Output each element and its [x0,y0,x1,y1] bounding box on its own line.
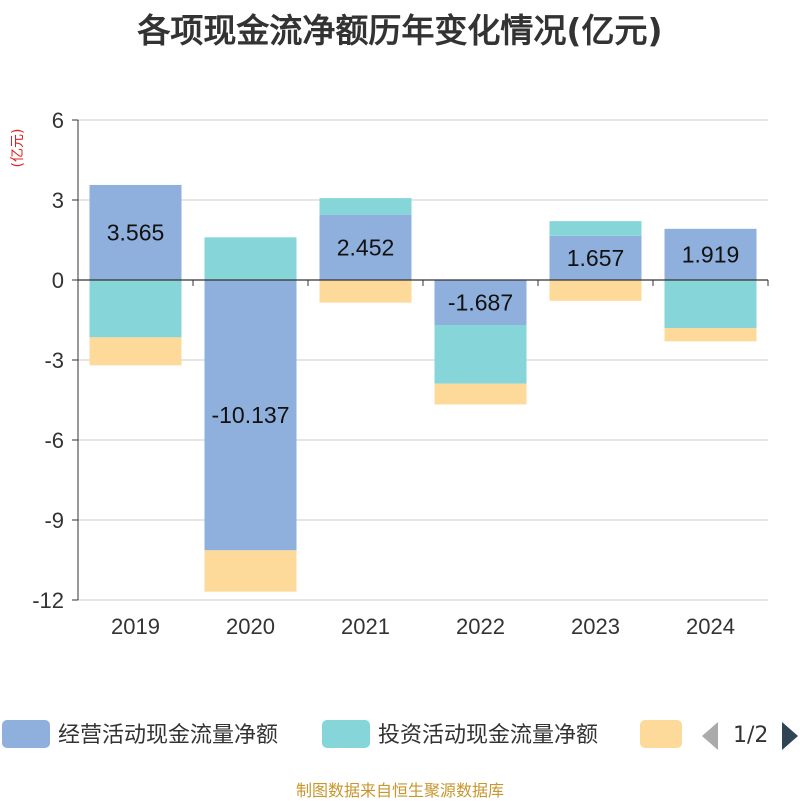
bar-value-label: -10.137 [211,402,289,428]
bar-value-label: 3.565 [107,219,165,245]
bars [89,184,757,592]
bar-value-label: 2.452 [337,234,395,260]
bar-segment-financing [204,550,297,592]
bar-segment-investing [664,280,757,328]
bar-segment-financing [549,280,642,301]
y-axis-unit-label: (亿元) [10,129,26,168]
y-tick-label: -3 [44,348,64,373]
bar-segment-investing [434,324,527,384]
grid-lines [78,119,768,601]
bar-value-label: 1.919 [682,241,740,267]
legend-swatch-financing[interactable] [640,720,682,748]
bar-segment-operating [664,228,757,280]
data-source-footer: 制图数据来自恒生聚源数据库 [295,781,504,800]
y-tick-label: -9 [44,508,64,533]
x-tick-label: 2019 [111,614,160,639]
bar-segment-operating [434,280,527,325]
x-tick-label: 2020 [226,614,275,639]
x-tick-label: 2022 [456,614,505,639]
legend-label-investing[interactable]: 投资活动现金流量净额 [378,723,598,748]
bar-segment-operating [319,214,412,280]
x-tick-label: 2021 [341,614,390,639]
x-tick-label: 2024 [686,614,735,639]
bar-segment-financing [89,337,182,366]
bar-segment-investing [89,280,182,338]
x-tick-label: 2023 [571,614,620,639]
y-tick-label: 0 [52,268,64,293]
bar-segment-operating [204,280,297,551]
bar-segment-investing [204,237,297,280]
y-tick-label: -12 [32,588,64,613]
axes: 6 3 0 -3 -6 -9 -12 2019 2020 2021 2022 2023 2024 [32,108,769,639]
legend-swatch-operating[interactable] [2,720,50,748]
bar-segment-financing [319,280,412,303]
bar-segment-financing [434,383,527,405]
legend-page-indicator: 1/2 [733,723,768,748]
bar-segment-financing [664,328,757,342]
legend-next-page-icon[interactable] [782,722,798,750]
bar-segment-investing [549,221,642,236]
y-tick-label: -6 [44,428,64,453]
bar-segment-investing [319,198,412,215]
data-labels: 3.565 -10.137 2.452 -1.687 1.657 1.919 [107,219,740,428]
bar-value-label: 1.657 [567,245,625,271]
bar-segment-operating [89,184,182,280]
legend-swatch-investing[interactable] [322,720,370,748]
legend: 经营活动现金流量净额 投资活动现金流量净额 1/2 [2,720,798,750]
chart-title: 各项现金流净额历年变化情况(亿元) [137,11,663,50]
y-tick-label: 3 [52,188,64,213]
bar-segment-operating [549,235,642,280]
legend-prev-page-icon[interactable] [702,722,718,750]
legend-label-operating[interactable]: 经营活动现金流量净额 [58,723,278,748]
bar-value-label: -1.687 [448,289,513,315]
y-tick-label: 6 [52,108,64,133]
